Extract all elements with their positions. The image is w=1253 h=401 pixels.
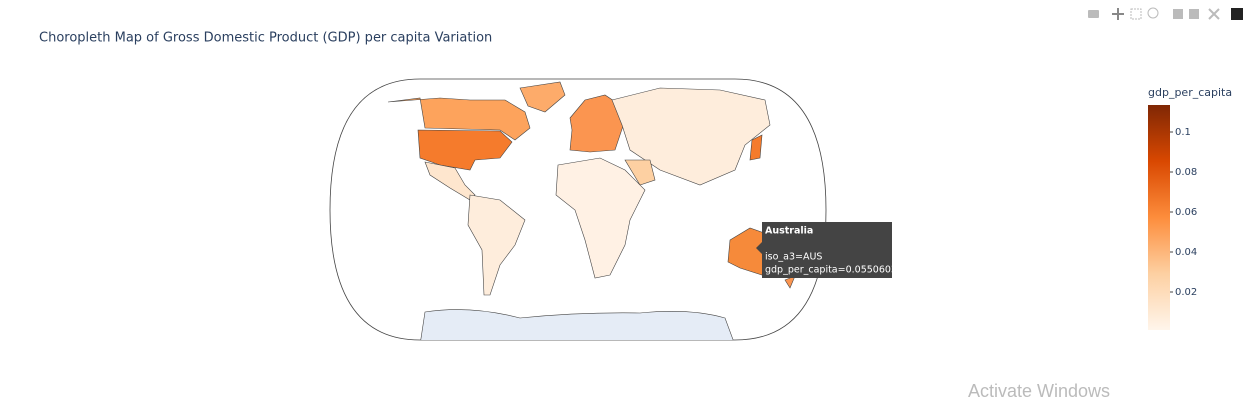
arabia <box>624 159 656 186</box>
south-america <box>467 194 526 296</box>
greenland <box>519 81 566 113</box>
japan <box>749 134 763 161</box>
reset-icon[interactable] <box>1208 8 1220 20</box>
colorbar-tick-label: 0.1 <box>1175 127 1191 138</box>
canada <box>387 97 531 141</box>
colorbar <box>1148 105 1170 330</box>
lasso-icon[interactable] <box>1147 7 1159 19</box>
colorbar-tick-label: 0.06 <box>1175 207 1197 218</box>
tooltip-title: Australia <box>765 226 813 237</box>
colorbar-tick-label: 0.02 <box>1175 287 1197 298</box>
tooltip: Australia iso_a3=AUS gdp_per_capita=0.05… <box>756 222 903 278</box>
pan-icon[interactable] <box>1112 8 1124 20</box>
united-states <box>417 129 513 171</box>
watermark: Activate Windows <box>968 381 1110 401</box>
antarctica <box>419 309 736 340</box>
tooltip-box <box>756 222 892 278</box>
europe <box>569 94 626 153</box>
camera-icon[interactable] <box>1088 10 1099 18</box>
colorbar-tick-label: 0.08 <box>1175 167 1197 178</box>
africa <box>555 157 646 279</box>
modebar <box>1088 7 1243 20</box>
colorbar-title: gdp_per_capita <box>1148 86 1232 99</box>
chart-title: Choropleth Map of Gross Domestic Product… <box>39 31 492 46</box>
colorbar-tick-label: 0.04 <box>1175 247 1197 258</box>
tooltip-line: gdp_per_capita=0.05506033 <box>765 265 903 276</box>
select-icon[interactable] <box>1130 8 1142 20</box>
zoom-in-icon[interactable] <box>1173 9 1183 19</box>
map <box>329 78 827 341</box>
asia <box>611 87 771 186</box>
plotly-logo[interactable] <box>1231 8 1243 20</box>
zoom-out-icon[interactable] <box>1189 9 1199 19</box>
tooltip-line: iso_a3=AUS <box>765 252 822 263</box>
